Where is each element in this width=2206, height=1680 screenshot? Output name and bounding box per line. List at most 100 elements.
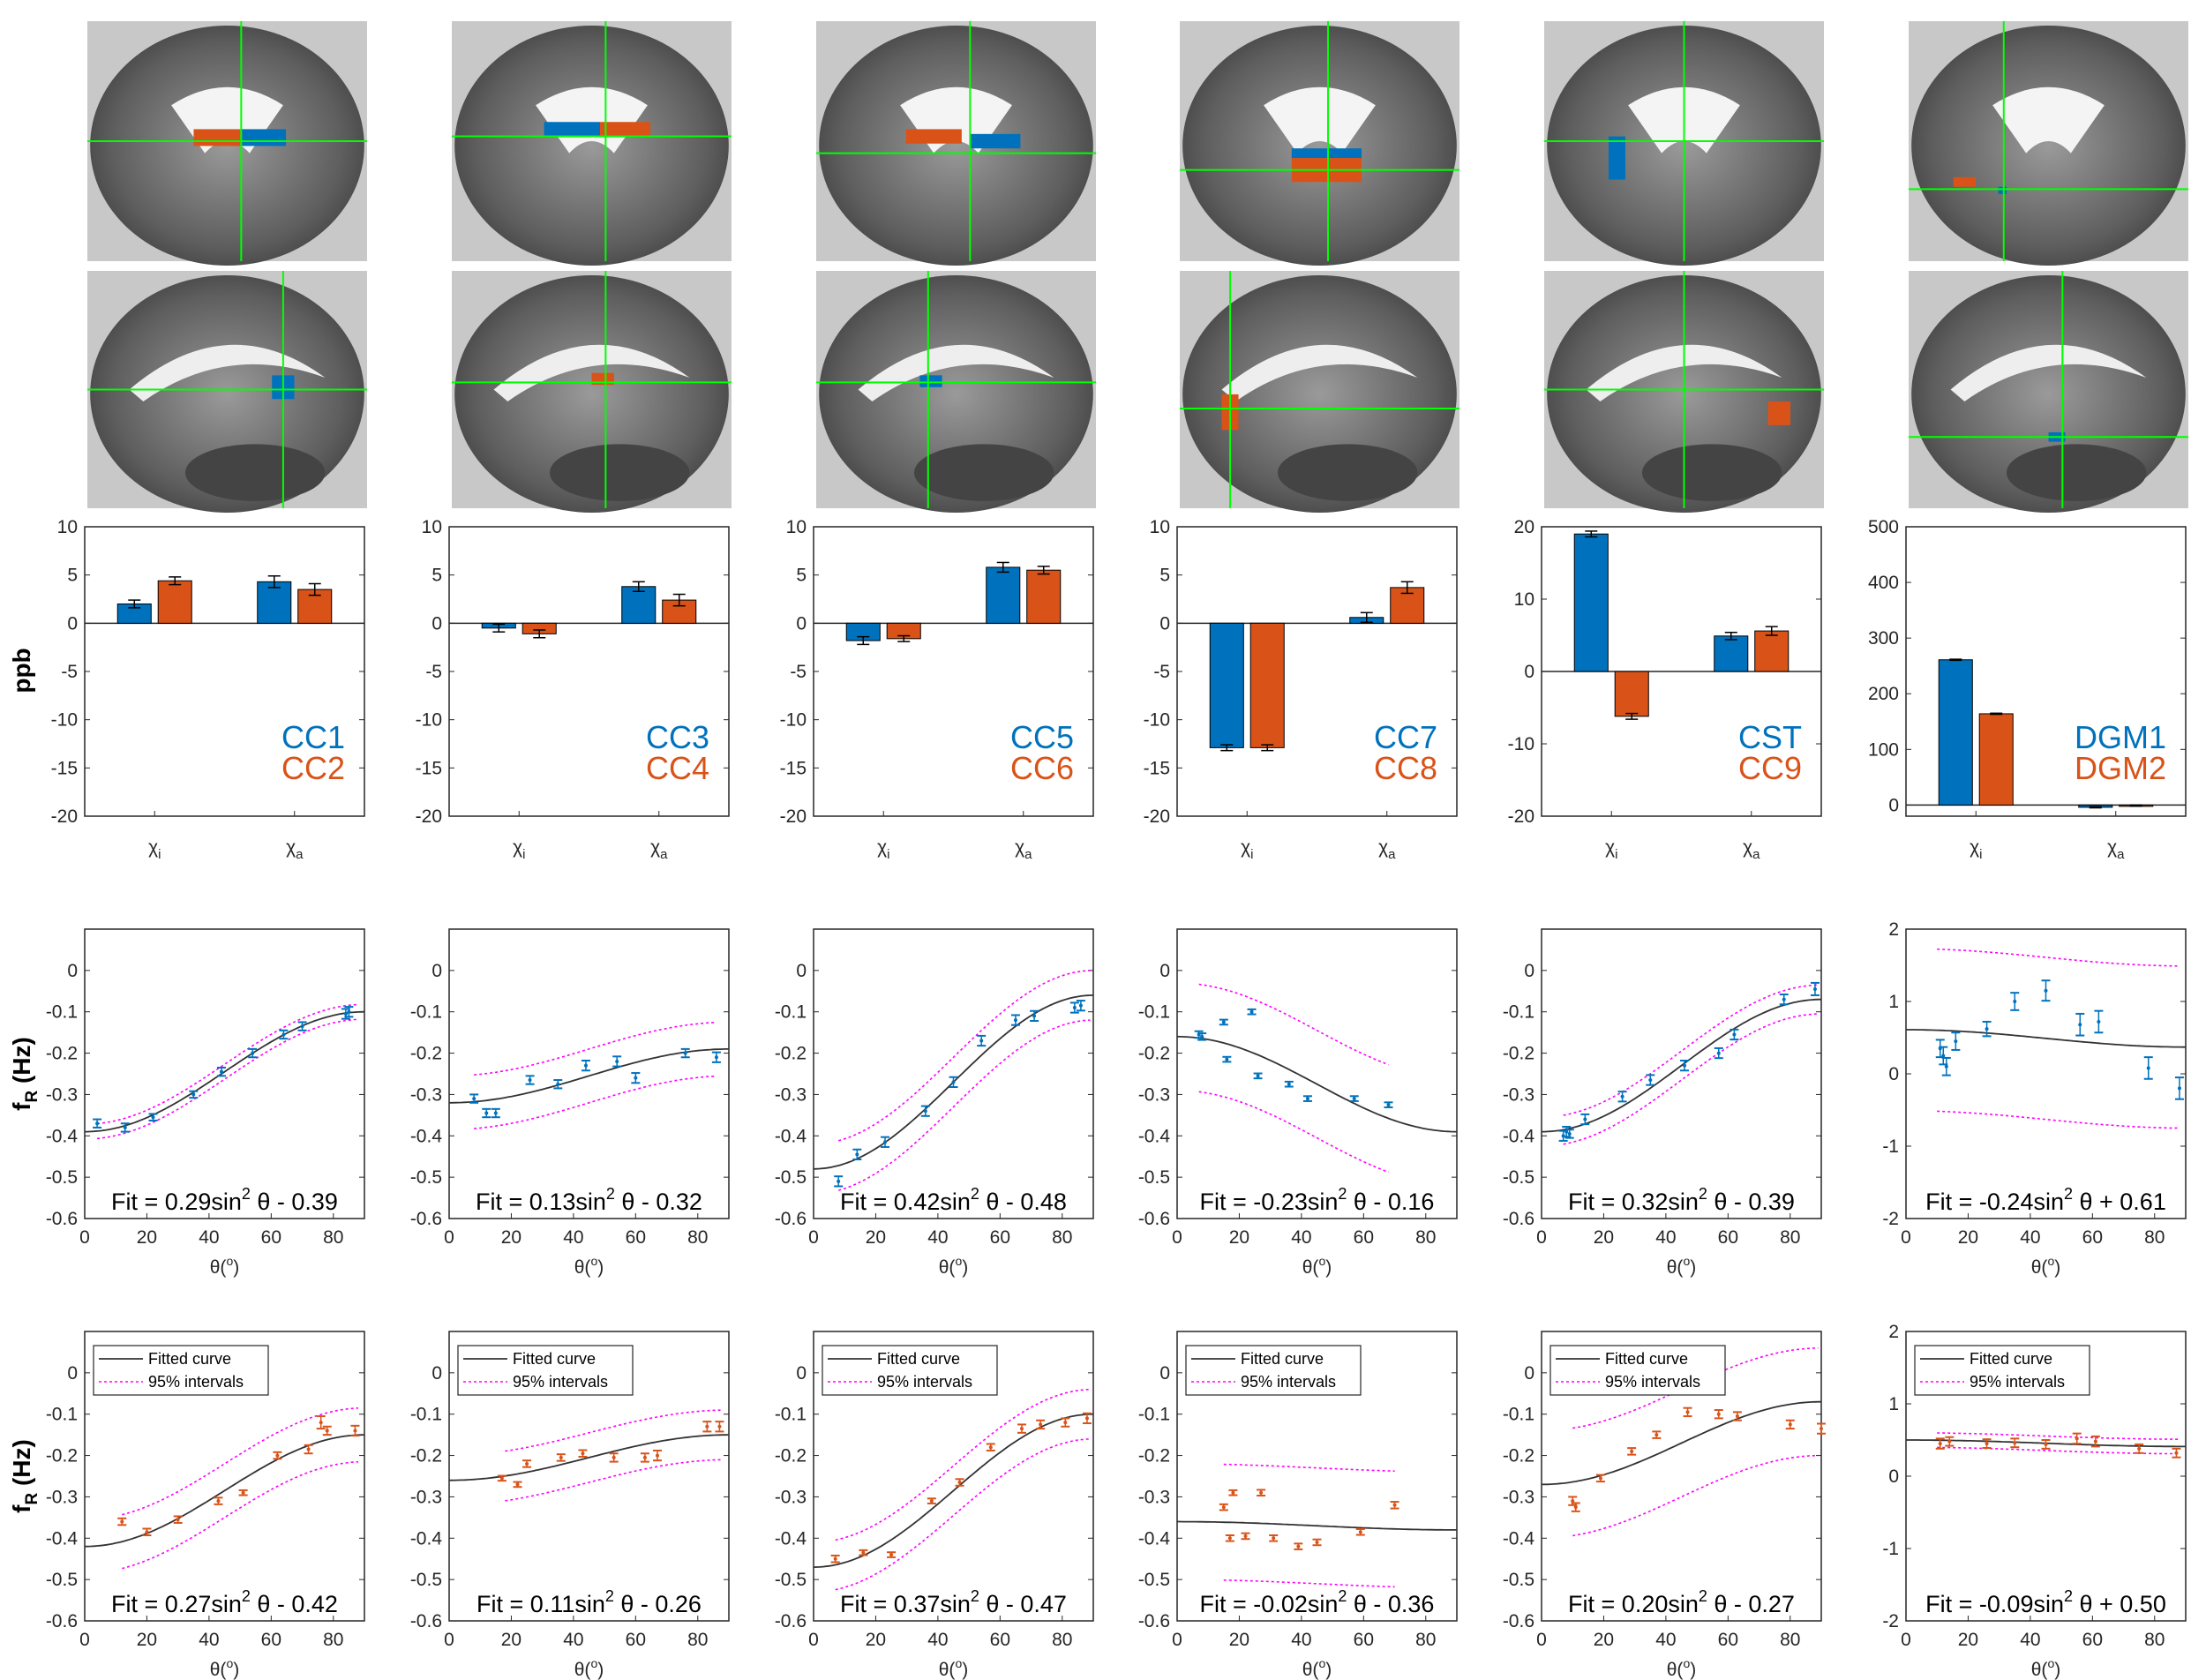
y-tick-label: -0.4 (1503, 1126, 1535, 1146)
data-point (977, 1034, 987, 1047)
data-point (553, 1079, 563, 1090)
y-tick-label: -0.3 (410, 1487, 442, 1507)
x-tick-label: 20 (501, 1630, 521, 1650)
x-tick-label: 0 (79, 1630, 90, 1650)
fitted-curve (449, 1048, 729, 1104)
y-tick-label: -10 (1144, 710, 1170, 731)
y-tick-label: -0.1 (1138, 1002, 1170, 1023)
y-tick-label: -1 (1882, 1539, 1899, 1559)
data-point (322, 1425, 332, 1436)
y-tick-label: -0.1 (410, 1405, 442, 1425)
y-tick-label: 5 (431, 566, 442, 586)
legend-ci-label: 95% intervals (1605, 1373, 1700, 1391)
y-tick-label: -10 (51, 710, 78, 731)
y-tick-label: -15 (780, 758, 807, 778)
y-tick-label: -20 (1144, 806, 1170, 827)
y-tick-label: -0.1 (775, 1405, 807, 1425)
fit-chart-1-2: -0.6 -0.5 -0.4 -0.3 -0.2 -0.1 0 0 20 40 60 80 θ(o) Fi… (410, 928, 730, 1278)
roi-patch (1998, 186, 2007, 194)
data-point (640, 1452, 649, 1463)
y-tick-label: -0.2 (775, 1044, 807, 1064)
fit-equation: Fit = 0.29sin2 θ - 0.39 (111, 1185, 338, 1215)
x-tick-label: 60 (990, 1630, 1010, 1650)
data-point (612, 1055, 622, 1068)
fitted-curve (84, 1434, 365, 1548)
data-point (2135, 1443, 2144, 1454)
y-tick-label: -0.5 (1503, 1570, 1534, 1590)
data-point (1568, 1496, 1578, 1506)
x-tick-label: 40 (1291, 1227, 1311, 1248)
x-tick-label: 80 (2144, 1227, 2165, 1248)
ci-lower (474, 1075, 717, 1129)
roi-patch (970, 133, 1021, 149)
fit-equation: Fit = 0.11sin2 θ - 0.26 (476, 1587, 702, 1617)
y-tick-label: -0.5 (46, 1167, 78, 1188)
data-point (715, 1421, 724, 1433)
legend-ci-label: 95% intervals (1241, 1373, 1336, 1391)
data-point (1061, 1417, 1070, 1428)
ci-lower (837, 1019, 1091, 1191)
data-point (1982, 1438, 1992, 1450)
y-tick-label: -0.3 (1503, 1487, 1534, 1507)
mri-sagittal-slice-3 (816, 271, 1096, 513)
y-tick-label: -0.6 (410, 1209, 442, 1229)
axes-box (84, 526, 365, 817)
fit-chart-2-3: -0.6 -0.5 -0.4 -0.3 -0.2 -0.1 0 0 20 40 60 80 θ(o) Fi… (775, 1331, 1094, 1680)
x-tick-label: χa (286, 837, 304, 862)
roi-patch (1291, 148, 1362, 159)
x-tick-label: 60 (1354, 1630, 1374, 1650)
y-tick-label: -0.6 (1503, 1611, 1534, 1631)
fit-equation: Fit = -0.24sin2 θ + 0.61 (1925, 1185, 2166, 1215)
y-tick-label: 500 (1868, 517, 1899, 537)
mri-coronal-slice-1 (87, 21, 367, 266)
data-point (1284, 1080, 1294, 1088)
data-point (513, 1481, 522, 1489)
y-tick-label: 1 (1888, 1394, 1899, 1414)
data-point (189, 1090, 199, 1099)
data-point (304, 1444, 313, 1455)
y-tick-label: 0 (431, 1363, 442, 1384)
legend-fit-label: Fitted curve (1241, 1350, 1324, 1368)
data-point (1225, 1534, 1234, 1542)
y-tick-label: 0 (431, 613, 442, 634)
data-point (1197, 1032, 1207, 1041)
data-point (2090, 1435, 2100, 1448)
ci-upper (97, 1003, 359, 1125)
fitted-curve (813, 1413, 1094, 1568)
y-tick-label: -0.1 (46, 1405, 78, 1425)
legend-fit-label: Fitted curve (1970, 1350, 2052, 1368)
series-label-CST: CST (1738, 719, 1802, 755)
data-point (1730, 1028, 1739, 1041)
y-tick-label: 5 (796, 566, 807, 586)
roi-patch (919, 375, 942, 387)
series-label-CC9: CC9 (1738, 750, 1802, 786)
data-point (1355, 1527, 1365, 1536)
mri-sagittal-slice-6 (1909, 271, 2188, 513)
x-tick-label: 0 (808, 1630, 819, 1650)
fit-chart-1-4: -0.6 -0.5 -0.4 -0.3 -0.2 -0.1 0 0 20 40 60 80 θ(o) Fi… (1138, 928, 1458, 1278)
fit-equation: Fit = 0.42sin2 θ - 0.48 (840, 1185, 1067, 1215)
series-label-CC5: CC5 (1010, 719, 1074, 755)
fit-chart-2-5: -0.6 -0.5 -0.4 -0.3 -0.2 -0.1 0 0 20 40 60 80 θ(o) Fi… (1503, 1331, 1826, 1680)
fit-chart-1-3: -0.6 -0.5 -0.4 -0.3 -0.2 -0.1 0 0 20 40 60 80 θ(o) Fi… (775, 928, 1094, 1278)
y-tick-label: -0.6 (410, 1611, 442, 1631)
fitted-curve (1542, 998, 1821, 1133)
y-tick-label: 300 (1868, 628, 1899, 649)
x-tick-label: 20 (1229, 1630, 1249, 1650)
data-point (830, 1554, 840, 1564)
x-tick-label: 0 (1536, 1630, 1547, 1650)
x-tick-label: 80 (2144, 1630, 2165, 1650)
x-axis-label: θ(o) (1667, 1254, 1696, 1278)
x-tick-label: χi (877, 837, 889, 862)
y-axis-label-fr: fR (Hz) (8, 1439, 41, 1513)
data-point (1219, 1018, 1228, 1026)
mri-coronal-slice-2 (452, 21, 732, 266)
data-point (1302, 1095, 1312, 1102)
y-tick-label: -0.6 (46, 1209, 78, 1229)
legend: Fitted curve 95% intervals (93, 1345, 269, 1396)
y-tick-label: 200 (1868, 684, 1899, 704)
x-axis-label: θ(o) (574, 1656, 604, 1680)
